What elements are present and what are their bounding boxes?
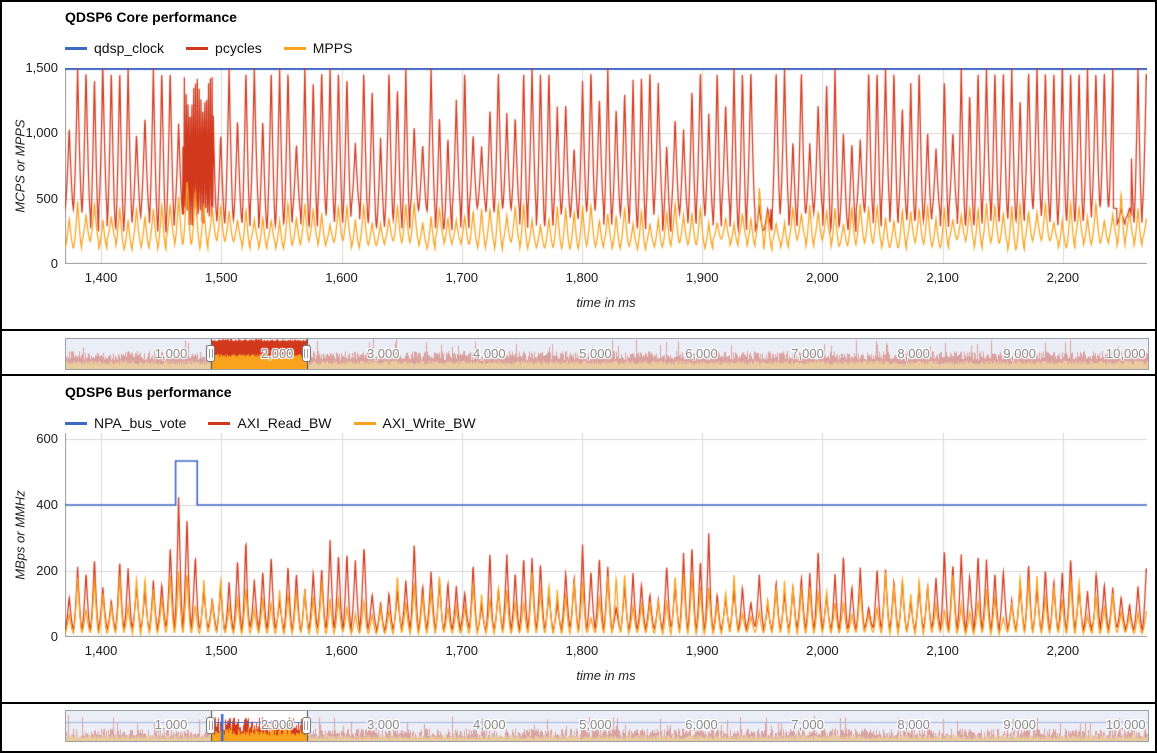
core-x-axis-title: time in ms (576, 295, 636, 310)
legend-label: NPA_bus_vote (94, 415, 187, 431)
bus-y-axis-ticks: 0 200 400 600 (2, 2, 58, 751)
y-tick-label: 200 (36, 562, 58, 578)
x-tick-label: 1,400 (84, 270, 118, 285)
y-tick-label: 1,500 (25, 60, 58, 75)
bus-chart-title: QDSP6 Bus performance (65, 384, 232, 400)
x-tick-label: 2,100 (926, 270, 959, 285)
core-range-selector-window[interactable] (210, 338, 305, 370)
legend-item-AXI_Write_BW: AXI_Write_BW (353, 415, 476, 431)
legend-label: qdsp_clock (94, 40, 165, 56)
core-x-axis-ticks: 1,400 1,500 1,600 1,700 1,800 1,900 2,000 2,100… (65, 270, 1147, 286)
x-tick-label: 1,600 (325, 643, 358, 658)
x-tick-label: 1,700 (445, 270, 478, 285)
x-tick-label: 2,200 (1046, 270, 1080, 285)
core-range-selector-right-handle[interactable] (301, 345, 311, 362)
legend-item-MPPS: MPPS (283, 40, 353, 56)
legend-label: AXI_Write_BW (382, 415, 476, 431)
core-y-axis-title: MCPS or MPPS (12, 119, 28, 213)
x-tick-label: 2,100 (926, 643, 959, 658)
legend-item-AXI_Read_BW: AXI_Read_BW (208, 415, 332, 431)
y-tick-label: 500 (36, 190, 58, 206)
bus-range-selector-left-handle[interactable] (206, 717, 216, 734)
x-tick-label: 1,700 (445, 643, 478, 658)
bus-y-axis-title: MBps or MMHz (12, 490, 28, 580)
legend-label: MPPS (312, 40, 353, 56)
x-tick-label: 1,600 (325, 270, 358, 285)
section-divider (2, 374, 1155, 376)
bus-x-axis-title: time in ms (576, 668, 636, 683)
x-tick-label: 1,800 (565, 643, 599, 658)
section-divider (2, 329, 1155, 331)
legend-item-qdsp_clock: qdsp_clock (65, 40, 164, 56)
core-chart-legend: qdsp_clock pcycles MPPS (65, 40, 352, 56)
core-range-selector-left-handle[interactable] (206, 345, 216, 362)
core-chart-plot-area[interactable] (65, 68, 1147, 264)
legend-label: AXI_Read_BW (237, 415, 332, 431)
y-tick-label: 400 (36, 496, 58, 512)
bus-range-selector-chart[interactable] (65, 710, 1149, 742)
legend-item-pcycles: pcycles (186, 40, 262, 56)
core-chart-title: QDSP6 Core performance (65, 9, 237, 25)
y-tick-label: 0 (50, 629, 58, 644)
bus-chart-legend: NPA_bus_vote AXI_Read_BW AXI_Write_BW (65, 415, 476, 431)
x-tick-label: 1,400 (84, 643, 118, 658)
legend-label: pcycles (215, 40, 262, 56)
y-tick-label: 1,000 (25, 125, 58, 141)
section-divider (2, 702, 1155, 704)
legend-item-NPA_bus_vote: NPA_bus_vote (65, 415, 186, 431)
x-tick-label: 1,500 (205, 643, 238, 658)
y-tick-label: 0 (50, 256, 58, 271)
x-tick-label: 1,800 (565, 270, 599, 285)
x-tick-label: 1,500 (205, 270, 238, 285)
core-y-axis-ticks: 0 500 1,000 1,500 (2, 2, 58, 751)
bus-range-selector-right-handle[interactable] (301, 717, 311, 734)
bus-range-selector-window[interactable] (210, 710, 305, 742)
x-tick-label: 2,000 (806, 643, 839, 658)
y-tick-label: 600 (36, 430, 58, 446)
x-tick-label: 2,200 (1046, 643, 1080, 658)
bus-chart-plot-area[interactable] (65, 433, 1147, 637)
legend-line-swatch (353, 421, 376, 425)
legend-line-swatch (208, 421, 231, 425)
x-tick-label: 2,000 (806, 270, 839, 285)
x-tick-label: 1,900 (685, 270, 719, 285)
bus-x-axis-ticks: 1,400 1,500 1,600 1,700 1,800 1,900 2,000 2,100… (65, 643, 1147, 659)
legend-line-swatch (65, 421, 87, 425)
legend-line-swatch (65, 46, 87, 50)
legend-line-swatch (186, 46, 209, 50)
x-tick-label: 1,900 (685, 643, 719, 658)
legend-line-swatch (283, 46, 306, 50)
core-range-selector-chart[interactable] (65, 338, 1149, 370)
